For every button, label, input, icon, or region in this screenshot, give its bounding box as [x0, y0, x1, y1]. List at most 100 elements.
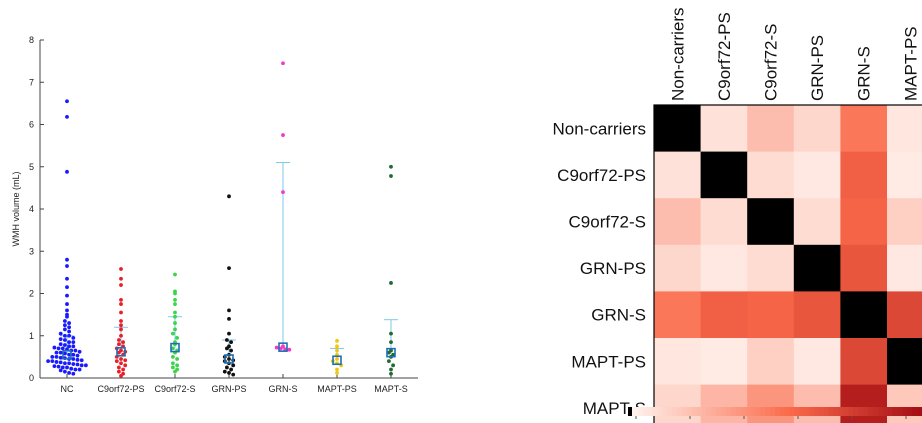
colorbar-segment	[740, 407, 747, 416]
heatmap-row-label: C9orf72-PS	[557, 166, 646, 185]
colorbar-segment	[775, 407, 781, 416]
data-point	[173, 327, 177, 332]
heatmap-cell	[654, 198, 702, 246]
data-point	[54, 360, 59, 364]
heatmap-cell	[747, 338, 795, 386]
data-point	[117, 365, 121, 370]
colorbar-segment	[882, 407, 889, 416]
data-point	[77, 367, 82, 372]
colorbar-segment	[706, 407, 712, 416]
data-point	[119, 297, 123, 302]
data-point	[119, 276, 123, 281]
median-marker	[116, 347, 126, 357]
colorbar-segment	[824, 407, 830, 416]
y-tick-label: 7	[29, 77, 34, 87]
data-point	[54, 350, 59, 355]
data-point	[65, 264, 69, 268]
heatmap-cell	[887, 105, 922, 153]
data-point	[387, 350, 391, 355]
data-point	[69, 366, 74, 371]
data-point	[283, 347, 287, 352]
data-point	[114, 359, 119, 363]
y-tick-label: 2	[29, 289, 34, 299]
data-point	[175, 357, 180, 361]
data-point	[65, 293, 69, 298]
heatmap-col-label: C9orf72-PS	[715, 12, 734, 101]
data-point	[175, 335, 180, 340]
heatmap-panel: Non-carriers C9orf72-PS C9orf72-S GRN-PS GRN…	[552, 7, 922, 423]
data-point	[52, 345, 57, 350]
heatmap-cell	[747, 105, 795, 153]
heatmap-col-label: GRN-S	[855, 46, 874, 101]
heatmap-row-label: MAPT-PS	[571, 352, 646, 371]
data-point	[119, 283, 123, 287]
heatmap-cell	[840, 338, 888, 386]
heatmap-cell	[700, 151, 748, 199]
data-point	[119, 373, 123, 378]
data-point	[171, 331, 175, 336]
colorbar-diagonal-swatch	[628, 407, 632, 416]
heatmap-cell	[793, 151, 841, 199]
data-point	[231, 363, 236, 368]
data-point	[225, 346, 229, 351]
x-tick-label: MAPT-PS	[317, 384, 357, 394]
data-point	[119, 302, 123, 306]
data-point	[50, 354, 55, 359]
data-point	[335, 357, 339, 361]
heatmap-cell	[747, 291, 795, 339]
colorbar-segment	[677, 407, 683, 416]
y-axis-label: WMH volume (mL)	[11, 171, 21, 246]
data-point	[63, 323, 67, 328]
data-point	[67, 333, 71, 338]
data-point	[391, 363, 395, 368]
data-point	[227, 357, 231, 361]
data-point	[389, 174, 393, 178]
data-point	[58, 355, 63, 360]
data-point	[231, 372, 236, 377]
heatmap-cell	[887, 198, 922, 246]
heatmap-row-label: Non-carriers	[552, 119, 646, 138]
data-point	[75, 362, 80, 367]
data-point	[67, 361, 71, 366]
data-point	[60, 346, 65, 351]
median-marker	[332, 355, 342, 366]
median-marker	[278, 342, 288, 352]
data-point	[119, 327, 123, 332]
colorbar-segment	[799, 407, 805, 416]
heatmap-cell	[793, 198, 841, 246]
colorbar-segment	[873, 407, 879, 416]
data-point	[229, 348, 234, 353]
colorbar-segment	[868, 407, 874, 416]
colorbar-segment	[897, 407, 903, 416]
data-point	[225, 365, 229, 370]
heatmap-cell	[840, 105, 888, 153]
data-point	[171, 346, 175, 351]
data-point	[225, 338, 229, 342]
data-point	[173, 314, 177, 319]
colorbar-segment	[828, 407, 835, 416]
colorbar-segment	[755, 407, 761, 416]
median-marker	[386, 347, 396, 358]
colorbar-segment	[848, 407, 854, 416]
data-point	[65, 257, 69, 262]
data-point	[389, 281, 393, 285]
data-point	[117, 342, 121, 347]
data-point	[71, 352, 76, 357]
data-point	[65, 302, 69, 306]
median-marker	[224, 354, 234, 364]
data-point	[58, 350, 63, 355]
heatmap-row-label: GRN-S	[591, 306, 646, 325]
data-point	[287, 347, 292, 352]
colorbar-segment	[917, 407, 922, 416]
colorbar-segment	[765, 407, 771, 416]
data-point	[58, 342, 63, 347]
x-tick-label: C9orf72-PS	[97, 384, 144, 394]
data-point	[227, 331, 231, 336]
heatmap-cell	[700, 338, 748, 386]
data-point	[121, 367, 125, 372]
heatmap-col-label: GRN-PS	[808, 35, 827, 101]
colorbar-segment	[794, 407, 801, 416]
data-point	[63, 351, 67, 356]
data-point	[65, 365, 69, 370]
colorbar-segment	[912, 407, 918, 416]
